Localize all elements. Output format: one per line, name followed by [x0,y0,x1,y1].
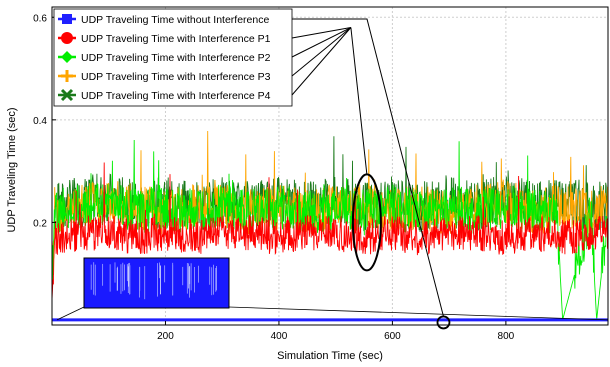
x-tick-label: 400 [271,331,288,342]
legend-label: UDP Traveling Time with Interference P2 [81,52,271,64]
legend-label: UDP Traveling Time without Interference [81,14,269,26]
legend-box [53,8,293,107]
legend-marker [61,70,73,82]
y-ticks: 0.2 0.4 0.6 [33,13,56,229]
y-tick-label: 0.6 [33,13,47,24]
annotations [56,173,609,330]
legend-marker [61,51,73,63]
legend-entry: UDP Traveling Time with Interference P4 [58,88,271,102]
callout-line [291,27,352,58]
callout-line [292,18,444,317]
highlight-circle [436,315,451,330]
legend-entry: UDP Traveling Time with Interference P2 [58,51,271,64]
legend-entry: UDP Traveling Time without Interference [58,14,269,26]
callout-line [291,27,352,96]
legend: UDP Traveling Time without Interference U… [53,8,293,107]
inset-zoom [56,257,609,321]
callout-line [291,27,352,77]
legend-callouts [291,18,444,317]
inset-leader [56,306,85,321]
series-2 [51,162,609,300]
legend-label: UDP Traveling Time with Interference P4 [81,90,271,102]
legend-entry: UDP Traveling Time with Interference P3 [58,70,271,83]
x-ticks: 200 400 600 800 [157,321,515,342]
plot-frame [51,6,609,326]
series-line [51,162,609,300]
legend-marker [61,32,73,44]
x-tick-label: 200 [157,331,174,342]
series-lines [51,130,609,322]
callout-line [350,27,368,175]
x-tick-label: 600 [384,331,401,342]
inset-box [83,257,230,309]
x-axis-label: Simulation Time (sec) [277,350,383,362]
y-axis-label: UDP Traveling Time (sec) [6,107,18,232]
y-tick-label: 0.4 [33,116,47,127]
inset-leader [228,306,609,321]
legend-label: UDP Traveling Time with Interference P1 [81,33,271,45]
legend-entry: UDP Traveling Time with Interference P1 [58,32,271,45]
y-tick-label: 0.2 [33,218,47,229]
legend-label: UDP Traveling Time with Interference P3 [81,71,271,83]
legend-marker [60,88,74,102]
callout-line [291,27,351,39]
x-tick-label: 800 [498,331,515,342]
legend-marker [62,14,72,24]
